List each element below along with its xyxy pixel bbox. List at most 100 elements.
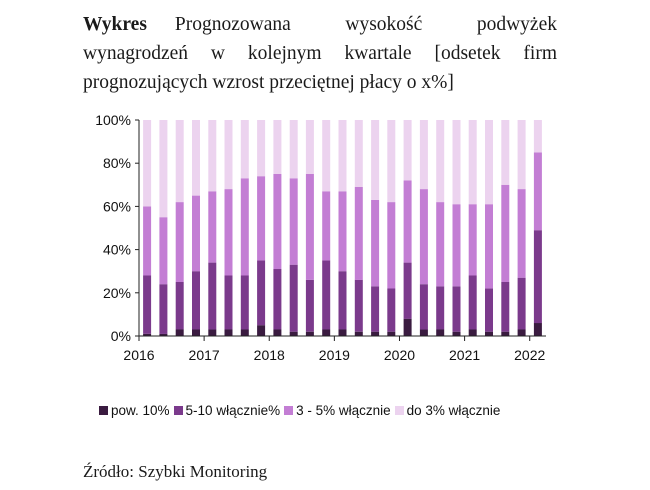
bar-segment [289, 264, 298, 332]
bar-segment [517, 189, 526, 278]
bar-segment [159, 120, 168, 218]
bar-segment [143, 333, 152, 336]
bar-segment [419, 120, 428, 190]
bar-segment [289, 178, 298, 265]
bar-segment [403, 318, 412, 336]
bar-segment [419, 189, 428, 285]
bar-segment [143, 275, 152, 334]
bar-segment [192, 271, 200, 330]
bar-segment [322, 191, 331, 261]
bar-segment [501, 331, 510, 336]
bar-segment [322, 329, 331, 336]
bar-segment [257, 260, 266, 326]
bar-segment [208, 120, 217, 192]
bar-segment [322, 120, 331, 192]
legend-item: do 3% włącznie [394, 403, 500, 418]
y-tick-label: 20% [103, 285, 131, 301]
bar-segment [175, 202, 184, 282]
bar-segment [224, 329, 233, 336]
bar-segment [371, 120, 380, 200]
bar-segment [175, 329, 184, 336]
x-tick-label: 2021 [449, 347, 480, 363]
bar-segment [517, 120, 526, 190]
bar-segment [240, 275, 249, 330]
bar-segment [224, 120, 233, 190]
bar-segment [354, 120, 363, 187]
bar-segment [501, 184, 510, 282]
bar-segment [501, 282, 510, 332]
bar-segment [240, 120, 249, 179]
y-tick-label: 0% [111, 328, 131, 344]
bar-segment [452, 286, 461, 332]
bar-segment [240, 178, 249, 276]
bar-segment [208, 262, 217, 330]
bar-segment [468, 204, 477, 276]
bar-segment [338, 271, 347, 330]
bar-segment [354, 331, 363, 336]
bar-segment [452, 120, 461, 205]
bar-segment [403, 180, 412, 263]
legend-item: pow. 10% [99, 403, 170, 418]
bar-segment [143, 206, 152, 276]
bar-segment [468, 275, 477, 330]
bar-segment [354, 279, 363, 332]
bar-segment [387, 202, 396, 289]
bar-segment [354, 187, 363, 280]
bar-segment [257, 325, 266, 336]
bar-segment [289, 120, 298, 179]
bar-segment [501, 120, 510, 185]
bar-segment [533, 152, 542, 231]
bar-segment [224, 189, 233, 276]
legend-label: pow. 10% [111, 403, 170, 418]
bar-segment [273, 120, 282, 174]
source-note: Źródło: Szybki Monitoring [83, 462, 268, 481]
bar-segment [305, 331, 314, 336]
x-tick-label: 2016 [123, 347, 154, 363]
bar-segment [468, 120, 477, 205]
bar-segment [533, 230, 542, 324]
bar-segment [371, 286, 380, 332]
legend-label: 5-10 włącznie% [185, 403, 281, 418]
bar-segment [338, 329, 347, 336]
bar-segment [452, 331, 461, 336]
bar-segment [159, 284, 168, 334]
bar-segment [192, 329, 200, 336]
bar-segment [289, 331, 298, 336]
bar-segment [257, 120, 266, 177]
legend-swatch [284, 406, 294, 415]
bar-segment [485, 288, 493, 332]
bar-segment [273, 329, 282, 336]
bar-segment [371, 199, 380, 287]
y-tick-label: 60% [103, 198, 131, 214]
bar-segment [322, 260, 331, 330]
bar-segment [436, 329, 445, 336]
legend-item: 5-10 włącznie% [173, 403, 281, 418]
bar-segment [517, 277, 526, 330]
bar-segment [436, 286, 445, 330]
bar-segment [436, 202, 445, 287]
bar-segment [517, 329, 526, 336]
chart-title: Wykres Prognozowana wysokość podwyżek wyn… [83, 10, 557, 97]
bar-segment [175, 120, 184, 203]
bar-segment [159, 217, 168, 285]
x-tick-label: 2017 [189, 347, 220, 363]
bar-segment [240, 329, 249, 336]
title-text: Prognozowana wysokość podwyżek wynagrodz… [83, 14, 557, 93]
bar-segment [387, 331, 396, 336]
bar-segment [273, 269, 282, 330]
bar-segment [224, 275, 233, 330]
bar-segment [338, 191, 347, 272]
bar-segment [305, 279, 314, 332]
bar-segment [403, 262, 412, 319]
y-tick-label: 80% [103, 155, 131, 171]
bar-segment [533, 323, 542, 336]
bar-segment [387, 288, 396, 332]
y-tick-label: 40% [103, 242, 131, 258]
legend-item: 3 - 5% włącznie [284, 403, 391, 418]
x-tick-label: 2018 [254, 347, 285, 363]
bar-segment [485, 120, 493, 205]
bar-segment [533, 120, 542, 153]
legend-swatch [99, 406, 108, 415]
bar-segment [387, 120, 396, 203]
